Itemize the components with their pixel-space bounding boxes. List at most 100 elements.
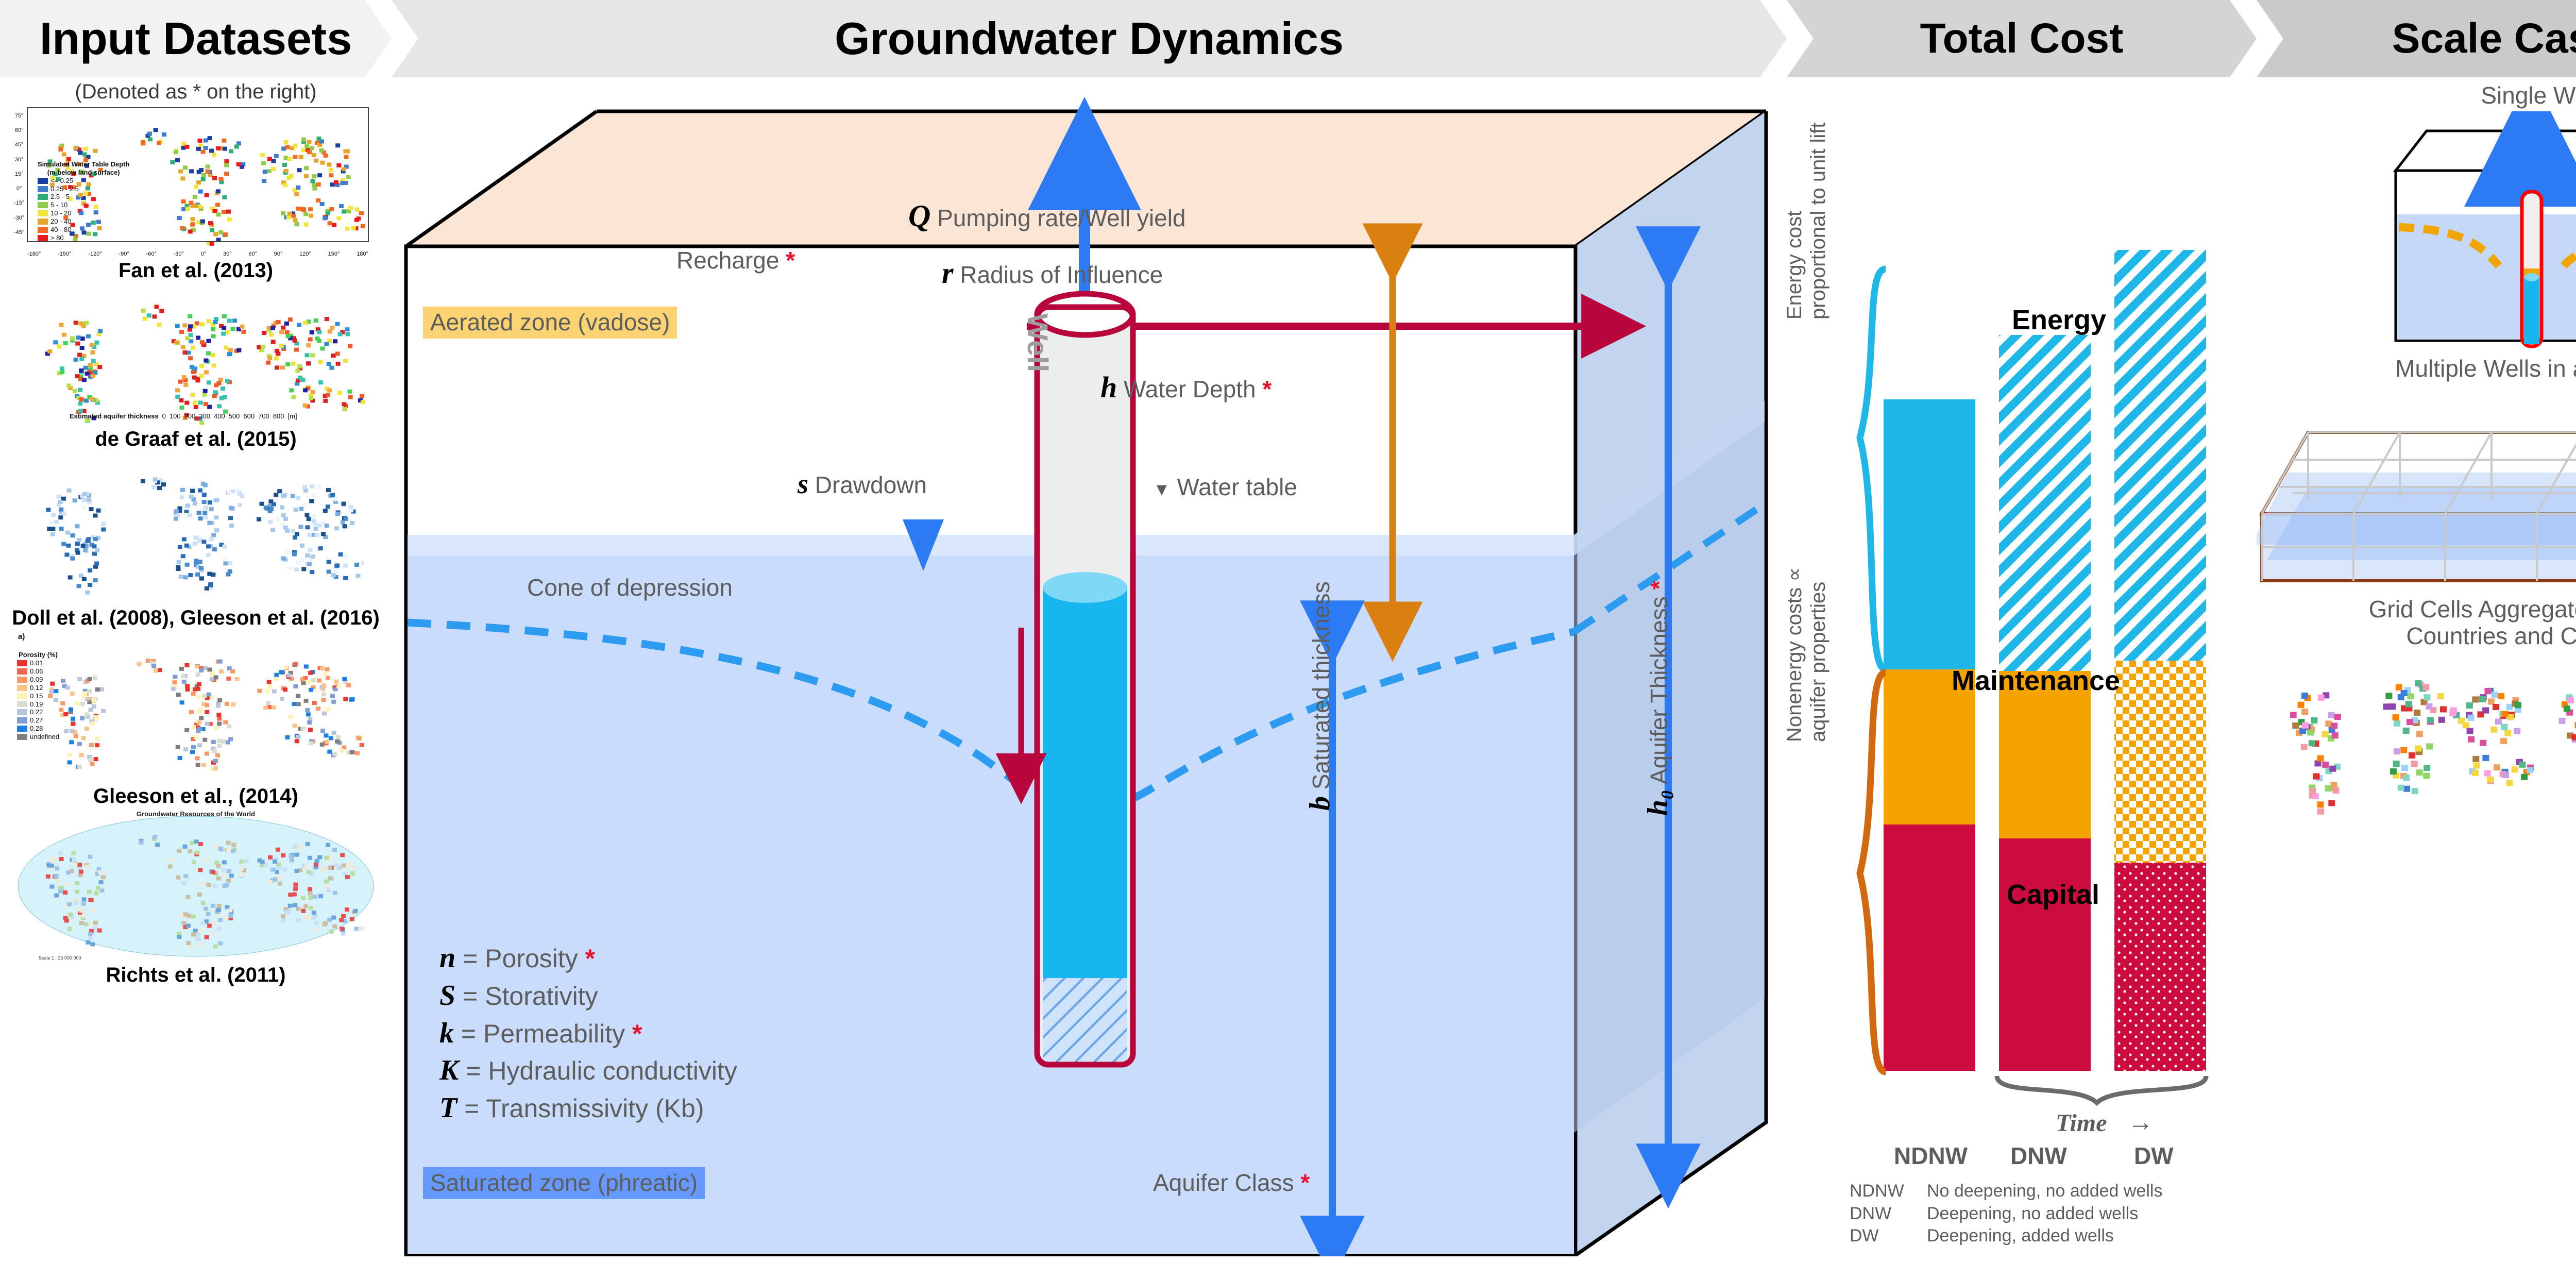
parameter-symbol: S: [439, 979, 456, 1012]
dataset-item: Estimated aquifer thickness 0 100 200 300 400…: [0, 283, 392, 452]
bar-cat-ndnw: NDNW: [1894, 1142, 1968, 1169]
cost-legend-row: DNW Deepening, no added wells: [1850, 1203, 2162, 1225]
grid-cell-diagram: [2257, 431, 2576, 583]
parameter-name: Storativity: [485, 981, 598, 1011]
lat-tick: 45°: [14, 142, 24, 148]
aquifer-class-asterisk: *: [1300, 1169, 1310, 1196]
lon-tick: 30°: [223, 251, 232, 257]
dataset-thumbnail-map: Estimated aquifer thickness 0 100 200 300 400…: [13, 283, 379, 428]
legend-item-label: 0.19: [30, 700, 43, 708]
legend-item: <= 0.25: [38, 177, 129, 185]
banner-stage-scale-cascade[interactable]: Scale Cascade: [2257, 0, 2576, 77]
cost-legend-row: NDNW No deepening, no added wells: [1850, 1180, 2162, 1203]
legend-item-label: 20 - 40: [50, 217, 72, 226]
scale-cascade-panel: Single Well Multiple Wells in a Grid Cel…: [2257, 77, 2576, 1262]
lon-tick: -120°: [88, 251, 102, 257]
banner-stage-label: Groundwater Dynamics: [835, 13, 1344, 64]
legend-item-label: 0.25 - 2.5: [50, 184, 79, 193]
legend-item: 0.15: [17, 692, 59, 700]
banner-stage-label: Scale Cascade: [2392, 15, 2576, 62]
legend-swatch: [38, 218, 48, 225]
parameter-equals: =: [457, 1094, 486, 1123]
lon-tick: 120°: [299, 251, 311, 257]
legend-item: 0.09: [17, 676, 59, 684]
legend-item: 100: [170, 412, 181, 420]
legend-item-label: 0.01: [30, 659, 43, 667]
lat-tick: 0°: [16, 186, 22, 192]
map-title: Groundwater Resources of the World: [136, 810, 256, 818]
legend-item: 40 - 80: [38, 226, 129, 234]
legend-item-label: undefined: [30, 732, 60, 741]
banner-stage-input-datasets[interactable]: Input Datasets: [0, 0, 392, 77]
parameter-equals: =: [455, 944, 485, 973]
aquifer-class-label: Aquifer Class: [1153, 1169, 1294, 1196]
nonenergy-brace-line2: aquifer properties: [1807, 581, 1829, 742]
dataset-thumbnail-map: [13, 451, 379, 607]
pumping-label: Pumping rate/Well yield: [937, 205, 1186, 231]
lon-axis: -180° -150° -120° -90° -60° -30° 0° 30° 60° 90° 12…: [27, 251, 368, 257]
legend-item: 20 - 40: [38, 217, 129, 226]
legend-swatch: [17, 684, 27, 691]
legend-item: 400: [214, 412, 225, 420]
saturated-thickness-symbol: b: [1304, 796, 1336, 811]
cost-legend-abbr: NDNW: [1850, 1181, 1904, 1201]
water-depth-asterisk: *: [1262, 376, 1272, 402]
dataset-thumbnail-map: Porosity (%) 0.01 0.06 0.09 0.12 0.15 0.19 0.22…: [13, 630, 379, 785]
recharge-label: Recharge: [676, 247, 779, 274]
legend-item-label: 0.28: [30, 725, 43, 733]
legend-item: [m]: [288, 412, 297, 420]
legend-item-label: 0.15: [30, 692, 43, 700]
legend-item-label: 800: [273, 412, 284, 420]
legend-swatch: [17, 676, 27, 683]
lon-tick: 150°: [328, 251, 340, 257]
legend-subtitle: (m below land surface): [47, 168, 120, 176]
legend-item-label: 500: [228, 412, 240, 420]
single-well-diagram: [2393, 111, 2576, 348]
cone-of-depression-label: Cone of depression: [527, 574, 733, 601]
legend-item: 0.27: [17, 716, 59, 725]
parameter-asterisk: *: [625, 1019, 642, 1048]
lon-tick: -180°: [27, 251, 41, 257]
dataset-item: Doll et al. (2008), Gleeson et al. (2016…: [0, 451, 392, 631]
drawdown-label: Drawdown: [815, 472, 927, 498]
legend-item-label: <= 0.25: [50, 176, 74, 184]
energy-brace-line2: proportional to unit lift: [1807, 122, 1829, 319]
parameter-equals: =: [455, 981, 485, 1011]
nonenergy-brace-caption: Nonenergy costs ∝ aquifer properties: [1783, 526, 1830, 742]
banner-stage-total-cost[interactable]: Total Cost: [1787, 0, 2257, 77]
world-map-thumbnail: [2290, 680, 2534, 815]
pumping-symbol: Q: [908, 199, 931, 233]
legend-swatch: [38, 234, 48, 241]
legend-item-label: 5 - 10: [50, 201, 68, 209]
capital-segment-label: Capital: [2007, 879, 2100, 910]
legend-item-label: 2.5 - 5: [50, 193, 70, 201]
legend-swatch: [17, 660, 27, 667]
dataset-legend: Porosity (%) 0.01 0.06 0.09 0.12 0.15 0.19 0.22…: [17, 651, 59, 741]
legend-item: 0.22: [17, 708, 59, 716]
legend-item-label: 10 - 20: [50, 209, 72, 217]
dataset-legend: Simulated Water Table Depth (m below land…: [38, 160, 129, 242]
radius-label: Radius of Influence: [960, 261, 1163, 288]
aggregation-line2: Countries and Continents: [2406, 622, 2576, 649]
lon-tick: 90°: [274, 251, 283, 257]
legend-swatch: [38, 210, 48, 217]
legend-item: 0.25 - 2.5: [38, 185, 129, 193]
legend-swatch: [38, 194, 48, 200]
legend-swatch: [17, 733, 27, 740]
banner-stage-label: Input Datasets: [39, 13, 352, 64]
radius-symbol: r: [942, 256, 954, 290]
parameter-row: S = Storativity: [439, 977, 737, 1015]
banner-stage-groundwater-dynamics[interactable]: Groundwater Dynamics: [392, 0, 1787, 77]
energy-brace-caption: Energy cost proportional to unit lift: [1783, 113, 1830, 319]
drawdown-symbol: s: [798, 468, 809, 499]
denoted-note-text: (Denoted as * on the right): [75, 80, 317, 103]
legend-swatch: [17, 709, 27, 716]
legend-swatch: [38, 186, 48, 192]
legend-item: 0.19: [17, 700, 59, 709]
parameter-name: Hydraulic conductivity: [488, 1056, 737, 1086]
panel-label: a): [18, 632, 25, 642]
dataset-thumbnail-map: Simulated Water Table Depth (m below land…: [13, 105, 379, 259]
groundwater-schematic: [404, 97, 1768, 1256]
legend-item-label: 0: [162, 412, 166, 420]
parameter-row: T = Transmissivity (Kb): [439, 1089, 737, 1127]
